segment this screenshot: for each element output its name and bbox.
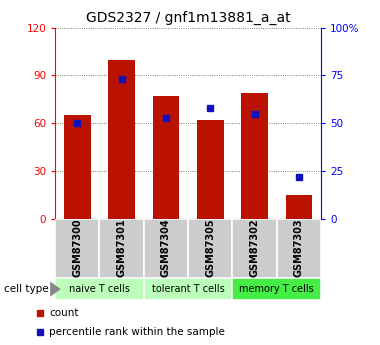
Bar xyxy=(233,278,321,300)
Bar xyxy=(108,59,135,219)
Text: memory T cells: memory T cells xyxy=(239,284,314,294)
Bar xyxy=(286,195,312,219)
Text: GSM87300: GSM87300 xyxy=(72,218,82,277)
Bar xyxy=(100,219,144,278)
Bar xyxy=(277,219,321,278)
Text: GSM87304: GSM87304 xyxy=(161,218,171,277)
Text: percentile rank within the sample: percentile rank within the sample xyxy=(49,327,225,337)
Text: GSM87303: GSM87303 xyxy=(294,218,304,277)
Bar xyxy=(144,219,188,278)
Polygon shape xyxy=(50,282,61,297)
Text: tolerant T cells: tolerant T cells xyxy=(152,284,225,294)
Text: naive T cells: naive T cells xyxy=(69,284,130,294)
Bar xyxy=(144,278,233,300)
Bar xyxy=(241,93,268,219)
Title: GDS2327 / gnf1m13881_a_at: GDS2327 / gnf1m13881_a_at xyxy=(86,11,290,25)
Bar xyxy=(64,115,90,219)
Bar xyxy=(55,278,144,300)
Bar xyxy=(197,120,223,219)
Text: count: count xyxy=(49,308,79,318)
Bar xyxy=(55,219,100,278)
Text: GSM87302: GSM87302 xyxy=(250,218,260,277)
Text: GSM87305: GSM87305 xyxy=(205,218,215,277)
Text: cell type: cell type xyxy=(4,284,48,294)
Text: GSM87301: GSM87301 xyxy=(117,218,127,277)
Bar xyxy=(233,219,277,278)
Bar xyxy=(188,219,233,278)
Bar xyxy=(153,96,179,219)
